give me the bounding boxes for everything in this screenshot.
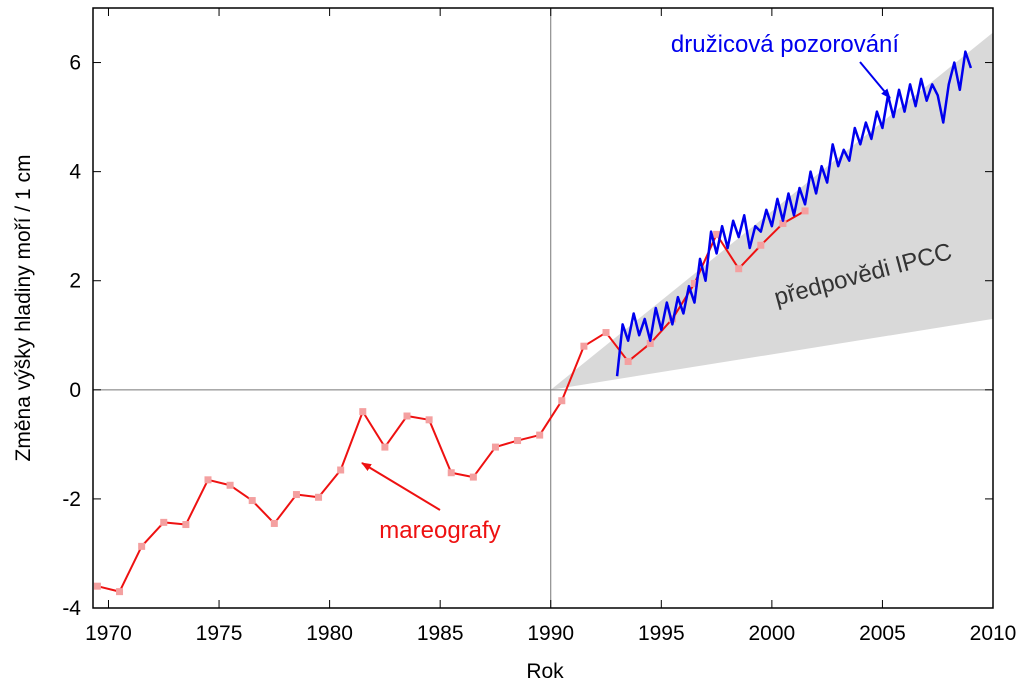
data-point xyxy=(425,416,433,424)
x-tick-label: 2005 xyxy=(859,622,906,645)
data-point xyxy=(93,582,101,590)
series-line xyxy=(615,50,973,377)
data-point xyxy=(116,588,124,596)
data-point xyxy=(160,518,168,526)
y-tick-label: -2 xyxy=(62,488,81,511)
y-tick-label: 2 xyxy=(69,270,81,293)
data-point xyxy=(403,412,411,420)
data-point xyxy=(514,437,522,445)
data-point xyxy=(713,230,721,238)
data-point xyxy=(602,329,610,337)
data-point xyxy=(138,542,146,550)
x-tick-label: 1970 xyxy=(85,622,132,645)
data-point xyxy=(735,265,743,273)
data-point xyxy=(624,357,632,365)
data-point xyxy=(381,443,389,451)
y-tick-label: 4 xyxy=(69,161,81,184)
plot-frame xyxy=(92,7,994,609)
data-point xyxy=(491,443,499,451)
data-point xyxy=(558,397,566,405)
data-point xyxy=(646,339,654,347)
data-point xyxy=(182,521,190,529)
data-point xyxy=(226,481,234,489)
y-axis-label: Změna výšky hladiny moří / 1 cm xyxy=(12,155,35,462)
ipcc-band xyxy=(550,32,993,390)
x-tick-label: 1995 xyxy=(638,622,685,645)
x-tick-label: 1980 xyxy=(306,622,353,645)
y-tick-label: 0 xyxy=(69,379,81,402)
data-point xyxy=(801,207,809,215)
data-point xyxy=(270,519,278,527)
series-annotation: družicová pozorování xyxy=(671,31,899,58)
data-point xyxy=(469,473,477,481)
x-axis-label: Rok xyxy=(526,660,564,683)
x-tick-label: 1990 xyxy=(527,622,574,645)
x-tick-label: 2010 xyxy=(970,622,1017,645)
data-point xyxy=(204,476,212,484)
annotation-arrow xyxy=(361,462,441,511)
data-point xyxy=(359,408,367,416)
data-point xyxy=(536,431,544,439)
y-tick-label: -4 xyxy=(62,597,81,620)
data-point xyxy=(779,219,787,227)
x-tick-label: 2000 xyxy=(749,622,796,645)
data-point xyxy=(248,497,256,505)
data-point xyxy=(337,466,345,474)
data-point xyxy=(690,279,698,287)
x-tick-label: 1975 xyxy=(196,622,243,645)
annotation-arrow xyxy=(859,61,891,99)
x-tick-label: 1985 xyxy=(417,622,464,645)
data-point xyxy=(315,493,323,501)
data-point xyxy=(292,491,300,499)
y-tick-label: 6 xyxy=(69,52,81,75)
data-point xyxy=(580,342,588,350)
data-point xyxy=(447,469,455,477)
data-point xyxy=(757,241,765,249)
series-annotation: mareografy xyxy=(379,517,500,544)
